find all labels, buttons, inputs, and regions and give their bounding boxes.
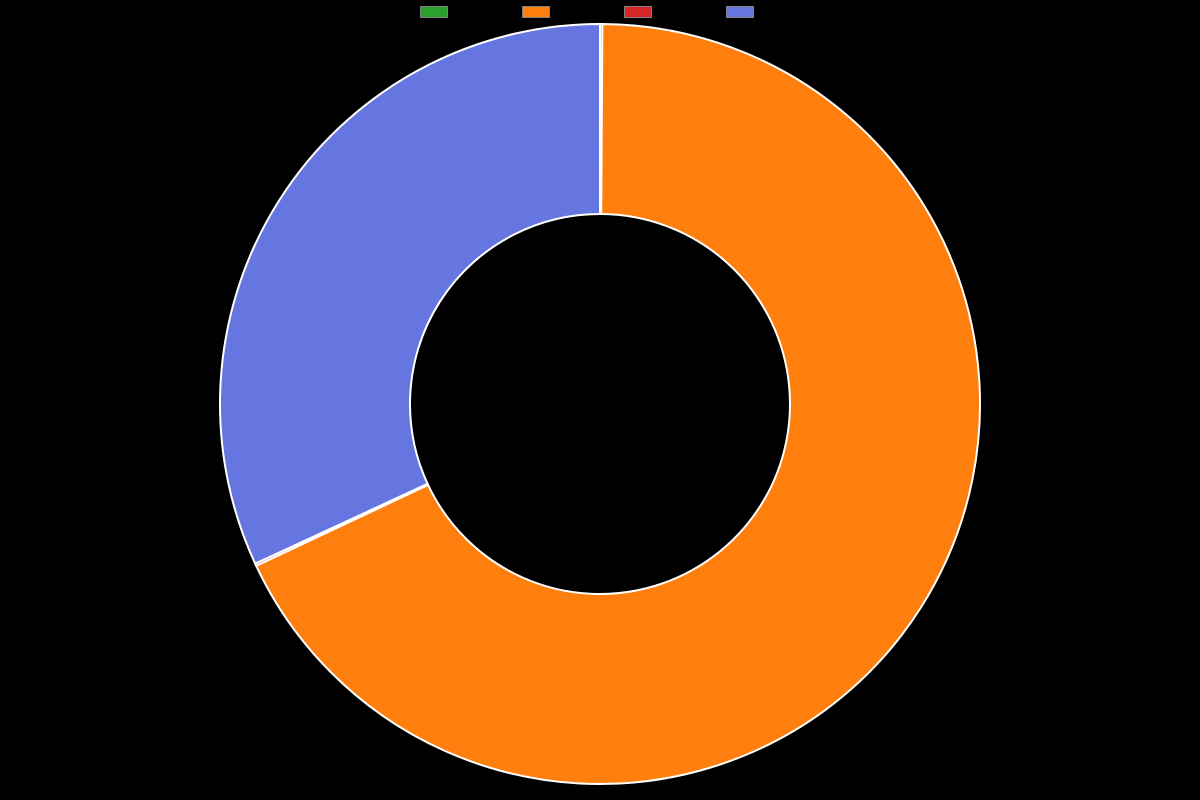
donut-chart (218, 22, 982, 791)
legend-swatch-2 (624, 6, 652, 18)
legend-swatch-1 (522, 6, 550, 18)
legend-swatch-0 (420, 6, 448, 18)
donut-svg (218, 22, 982, 786)
legend-item (420, 6, 474, 18)
legend (420, 6, 780, 18)
donut-slice (220, 24, 600, 564)
chart-container (0, 0, 1200, 800)
legend-swatch-3 (726, 6, 754, 18)
legend-item (624, 6, 678, 18)
legend-item (726, 6, 780, 18)
legend-item (522, 6, 576, 18)
